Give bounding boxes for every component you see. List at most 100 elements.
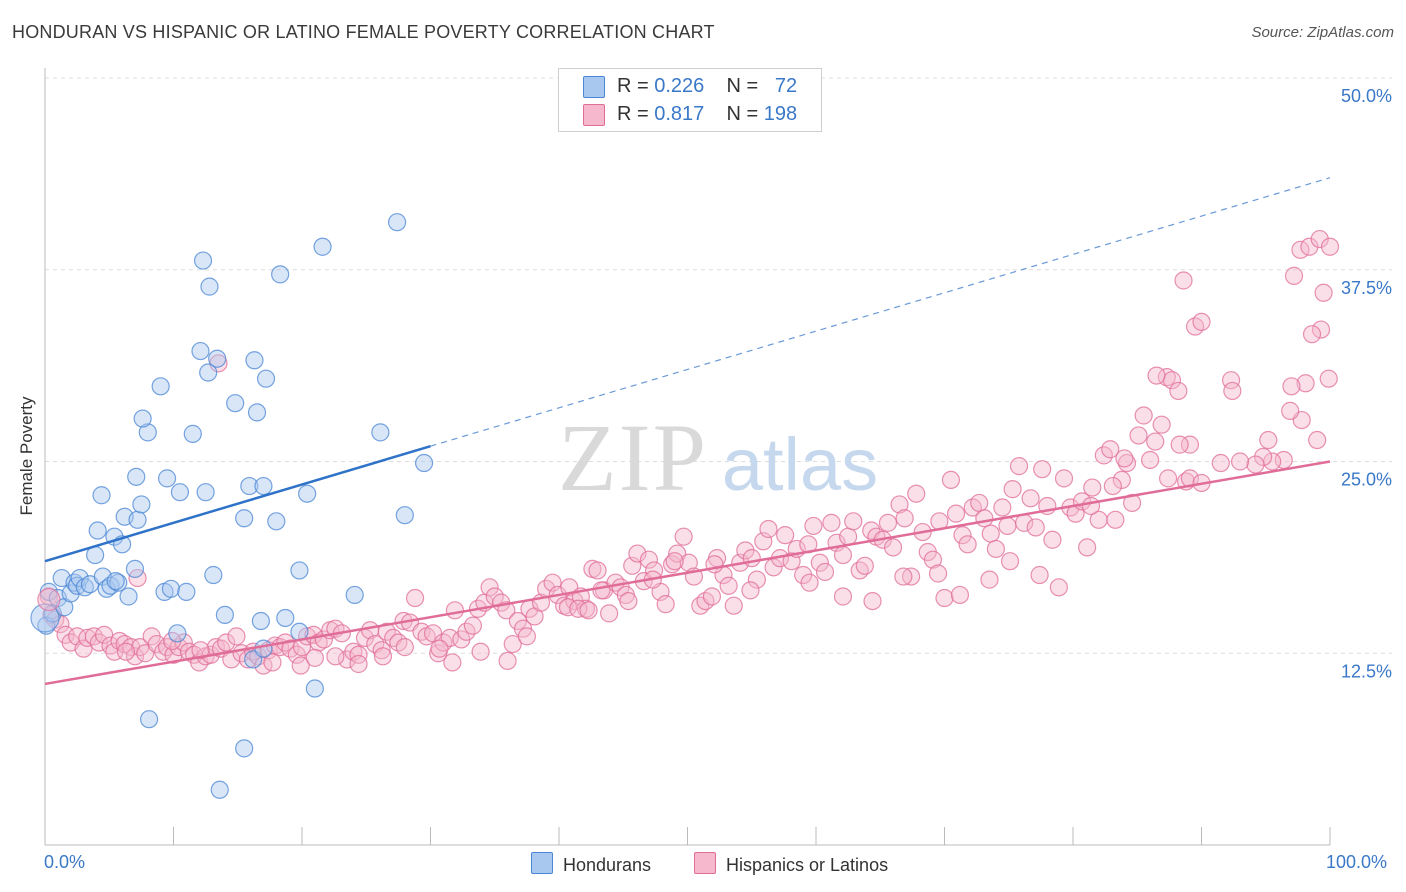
hispanic-point xyxy=(1311,320,1331,339)
hispanic-point xyxy=(980,570,999,589)
hispanic-point xyxy=(372,641,391,660)
hispanic-point xyxy=(986,539,1006,559)
honduran-point xyxy=(271,265,290,284)
y-tick-label: 25.0% xyxy=(1341,470,1392,490)
honduran-point xyxy=(170,483,190,502)
hispanic-point xyxy=(895,509,914,528)
r-value: 0.226 xyxy=(654,75,705,97)
honduran-point xyxy=(226,394,245,413)
hispanic-point xyxy=(395,638,414,657)
honduran-point xyxy=(70,568,89,588)
hispanics-legend-swatch xyxy=(694,852,716,874)
stats-legend: R = 0.226 N = 72 R = 0.817 N = 198 xyxy=(558,68,822,132)
honduran-point xyxy=(119,587,138,606)
hispanic-point xyxy=(1169,381,1188,401)
hispanic-point xyxy=(1026,518,1045,537)
honduran-point xyxy=(251,611,270,631)
legend-item-hondurans[interactable]: Hondurans xyxy=(531,852,651,876)
y-tick-label: 50.0% xyxy=(1341,86,1392,106)
honduran-point xyxy=(215,605,234,625)
honduran-point xyxy=(199,363,218,382)
hispanic-point xyxy=(423,624,443,643)
hispanic-point xyxy=(702,587,722,606)
hispanic-point xyxy=(804,516,823,536)
hispanic-point xyxy=(1254,447,1273,466)
hispanic-point xyxy=(941,470,961,490)
n-value: 72 xyxy=(774,75,798,97)
honduran-point xyxy=(151,377,170,396)
legend-label-hispanics: Hispanics or Latinos xyxy=(726,855,889,875)
hispanic-point xyxy=(665,552,684,571)
honduran-point xyxy=(345,585,364,605)
hispanic-point xyxy=(890,495,909,514)
hispanic-point xyxy=(800,573,819,592)
honduran-point xyxy=(200,277,219,296)
hispanic-point xyxy=(970,493,989,513)
honduran-trend-line xyxy=(44,444,431,563)
legend-item-hispanics[interactable]: Hispanics or Latinos xyxy=(694,852,888,876)
hispanic-point xyxy=(1192,312,1211,332)
hispanic-point xyxy=(628,544,647,563)
honduran-point xyxy=(387,213,407,232)
hispanic-point xyxy=(95,625,114,644)
hispanic-point xyxy=(389,633,408,652)
hispanic-point xyxy=(946,504,966,523)
hispanic-point xyxy=(579,601,598,620)
hispanic-point xyxy=(833,545,853,565)
hispanic-point xyxy=(844,512,863,531)
n-label: N = xyxy=(726,75,759,97)
hispanic-point xyxy=(1033,460,1052,479)
hondurans-swatch xyxy=(583,76,605,98)
hispanic-point xyxy=(174,633,193,652)
hispanic-point xyxy=(480,578,499,597)
hispanic-point xyxy=(291,656,310,675)
hispanic-point xyxy=(1078,538,1097,557)
hispanic-point xyxy=(810,553,829,572)
hispanic-point-large xyxy=(37,587,61,612)
hispanic-point xyxy=(191,641,210,660)
honduran-point xyxy=(127,467,146,486)
hispanic-point xyxy=(1302,325,1322,344)
hispanic-trend-line xyxy=(44,460,1331,686)
hispanic-point xyxy=(217,633,236,652)
source-label: Source: ZipAtlas.com xyxy=(1251,24,1394,41)
honduran-point xyxy=(298,484,317,503)
honduran-point xyxy=(88,521,107,540)
hispanic-point xyxy=(1003,480,1022,499)
hispanic-point xyxy=(1180,435,1200,454)
honduran-point xyxy=(395,506,414,525)
hispanic-point xyxy=(928,564,948,583)
n-value: 198 xyxy=(763,103,798,125)
hispanic-point xyxy=(1101,440,1120,459)
hispanic-point xyxy=(935,588,954,608)
hispanic-point xyxy=(430,639,449,658)
hispanic-point xyxy=(674,527,693,546)
legend-label-hondurans: Hondurans xyxy=(563,855,652,875)
honduran-point xyxy=(245,351,264,370)
hispanic-point xyxy=(878,513,898,532)
hispanic-point xyxy=(696,591,715,611)
hispanic-point xyxy=(1300,237,1319,256)
hispanic-point xyxy=(1030,565,1049,585)
hispanic-point xyxy=(776,526,795,545)
hispanic-point xyxy=(1009,457,1029,476)
hispanic-point xyxy=(619,591,638,611)
honduran-point xyxy=(177,582,196,601)
honduran-point xyxy=(240,476,259,496)
honduran-point xyxy=(138,423,157,442)
hispanic-point xyxy=(1284,266,1304,285)
hispanic-point xyxy=(883,538,903,557)
honduran-point xyxy=(210,780,229,799)
hispanic-point xyxy=(975,509,994,528)
hispanic-point xyxy=(993,498,1012,517)
hispanic-point xyxy=(445,601,465,620)
honduran-point xyxy=(128,510,147,529)
r-label: R = xyxy=(617,103,649,125)
hispanic-point xyxy=(998,516,1017,536)
hispanic-point xyxy=(1112,470,1131,490)
hispanic-point xyxy=(815,562,835,582)
honduran-point xyxy=(254,476,273,496)
honduran-point xyxy=(106,572,125,591)
hispanic-point xyxy=(1158,469,1178,488)
